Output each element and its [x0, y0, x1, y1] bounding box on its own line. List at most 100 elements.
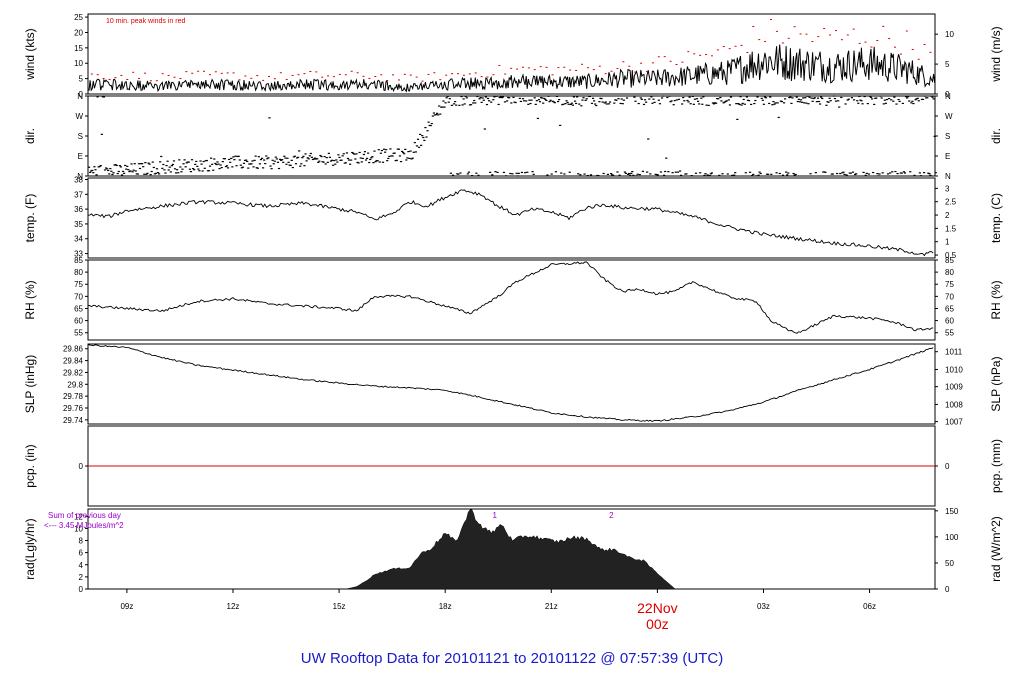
peak-wind-mark — [238, 79, 241, 81]
direction-point — [595, 104, 598, 107]
direction-point — [597, 175, 600, 177]
direction-point — [292, 156, 295, 158]
direction-point — [531, 171, 534, 173]
direction-point — [154, 172, 158, 175]
direction-point — [762, 103, 765, 105]
direction-point — [200, 163, 203, 165]
direction-point — [656, 174, 659, 176]
direction-point — [672, 104, 675, 106]
series-radiation — [346, 508, 676, 590]
direction-point — [451, 174, 455, 176]
direction-point — [867, 173, 871, 175]
direction-point — [489, 171, 492, 173]
peak-wind-mark — [439, 79, 442, 81]
direction-point — [776, 102, 779, 104]
y-tick-label: 29.76 — [63, 404, 84, 413]
direction-point — [652, 98, 655, 100]
direction-point — [269, 165, 272, 167]
direction-point — [400, 150, 404, 153]
peak-wind-mark — [710, 55, 713, 57]
direction-point — [811, 100, 814, 102]
direction-point — [241, 166, 245, 168]
peak-wind-mark — [705, 54, 708, 56]
peak-wind-mark — [268, 75, 271, 77]
direction-point — [215, 163, 218, 166]
y-tick-label-right: 70 — [945, 292, 954, 301]
direction-point — [338, 156, 341, 159]
x-tick-label: 18z — [439, 602, 452, 611]
direction-point — [275, 158, 278, 160]
direction-point — [526, 171, 529, 173]
peak-wind-mark — [645, 71, 648, 73]
direction-point — [142, 166, 145, 168]
direction-point — [195, 160, 198, 163]
direction-point — [230, 157, 233, 159]
direction-point — [267, 157, 270, 159]
direction-point — [738, 103, 741, 106]
direction-point — [346, 157, 350, 160]
direction-point — [774, 102, 777, 104]
direction-point — [930, 95, 933, 97]
direction-point — [376, 160, 379, 162]
direction-point — [337, 154, 340, 156]
direction-point — [367, 152, 370, 154]
y-tick-label-right: 1008 — [945, 400, 963, 409]
peak-wind-mark — [285, 78, 288, 80]
direction-point — [461, 104, 464, 106]
direction-point — [699, 172, 702, 174]
direction-point — [864, 174, 867, 176]
direction-point — [567, 103, 570, 105]
direction-point — [474, 102, 477, 104]
direction-point — [419, 133, 422, 135]
direction-point — [543, 97, 546, 100]
y-tick-label: 70 — [74, 292, 83, 301]
peak-wind-mark — [197, 70, 200, 72]
x-tick-label: 03z — [757, 602, 770, 611]
direction-point — [510, 102, 513, 104]
direction-point — [91, 169, 94, 171]
y-tick-label-right: 1 — [945, 238, 950, 247]
direction-point — [327, 152, 330, 154]
y-tick-label-right: 0 — [945, 462, 950, 471]
direction-point — [932, 98, 935, 100]
direction-point — [912, 102, 915, 105]
direction-point — [190, 159, 194, 161]
direction-point — [434, 114, 438, 116]
direction-point — [261, 167, 265, 169]
direction-point — [846, 99, 849, 101]
y-tick-label-right: 5 — [945, 60, 950, 69]
direction-point — [168, 166, 171, 168]
direction-point — [158, 173, 161, 175]
direction-point — [934, 172, 937, 174]
direction-point — [869, 96, 873, 98]
direction-point — [184, 166, 187, 168]
x-tick-label: 15z — [333, 602, 346, 611]
direction-point — [429, 124, 432, 127]
direction-point — [629, 174, 632, 176]
direction-point — [219, 164, 222, 166]
direction-point — [281, 159, 284, 161]
direction-point — [719, 96, 722, 99]
peak-wind-mark — [303, 73, 306, 75]
direction-point — [412, 151, 415, 153]
peak-wind-mark — [551, 74, 554, 76]
direction-point — [333, 159, 336, 162]
peak-wind-mark — [516, 68, 519, 70]
direction-point — [443, 106, 446, 108]
direction-point — [323, 155, 326, 158]
direction-point — [280, 159, 283, 161]
peak-wind-mark — [793, 26, 796, 28]
direction-point — [520, 171, 524, 174]
y-tick-label-right: E — [945, 152, 950, 161]
direction-point — [487, 100, 491, 102]
direction-point — [460, 95, 463, 98]
direction-point — [144, 162, 147, 164]
direction-point — [469, 104, 473, 106]
direction-point — [439, 113, 442, 115]
direction-point — [161, 167, 164, 169]
peak-wind-mark — [876, 40, 879, 42]
direction-point — [131, 171, 134, 173]
direction-point — [875, 97, 878, 99]
direction-point — [169, 171, 172, 173]
direction-point — [742, 98, 745, 101]
